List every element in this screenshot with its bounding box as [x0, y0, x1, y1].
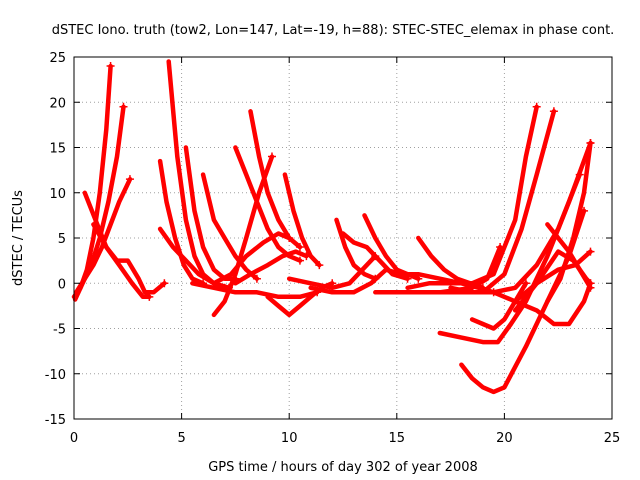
trace-end-marker: [252, 274, 261, 283]
trace-16: [190, 281, 320, 300]
y-tick-label: -5: [53, 323, 66, 338]
x-tick-label: 20: [496, 431, 513, 446]
trace-end-marker: [532, 102, 541, 111]
y-tick-label: 25: [49, 51, 66, 66]
plot-traces: [71, 59, 595, 395]
trace-end-marker: [125, 175, 134, 184]
y-tick-label: 15: [49, 142, 66, 157]
trace-20: [334, 217, 378, 281]
trace-end-marker: [267, 152, 276, 161]
trace-15: [211, 231, 292, 286]
trace-13: [282, 172, 322, 268]
trace-17: [233, 249, 309, 286]
y-tick-label: 20: [49, 96, 66, 111]
trace-23: [308, 267, 404, 295]
trace-end-marker: [315, 261, 324, 270]
trace-27: [405, 104, 539, 291]
y-tick-label: 5: [58, 232, 66, 247]
trace-end-marker: [285, 234, 294, 242]
x-tick-label: 25: [604, 431, 621, 446]
trace-10: [200, 172, 260, 281]
trace-4: [82, 190, 167, 295]
x-tick-label: 10: [281, 431, 298, 446]
y-axis-label: dSTEC / TECUs: [11, 190, 26, 286]
trace-19: [286, 253, 378, 291]
x-tick-label: 5: [177, 431, 185, 446]
y-tick-label: -10: [45, 368, 66, 383]
trace-25: [394, 271, 496, 295]
trace-36: [512, 249, 593, 304]
trace-3: [73, 176, 133, 295]
trace-31: [437, 140, 593, 345]
y-tick-label: 0: [58, 277, 66, 292]
trace-end-marker: [521, 279, 530, 288]
trace-12: [248, 109, 303, 250]
trace-end-marker: [145, 292, 154, 301]
trace-end-marker: [106, 62, 115, 71]
trace-14: [211, 154, 275, 318]
trace-end-marker: [160, 279, 169, 288]
trace-end-marker: [295, 256, 304, 265]
trace-end-marker: [302, 252, 311, 261]
x-tick-label: 15: [389, 431, 406, 446]
y-tick-label: -15: [45, 413, 66, 428]
trace-end-marker: [119, 102, 128, 111]
trace-end-marker: [586, 283, 595, 292]
trace-37: [545, 140, 593, 304]
trace-end-marker: [586, 138, 595, 147]
trace-5: [91, 222, 152, 300]
x-axis-label: GPS time / hours of day 302 of year 2008: [208, 460, 478, 475]
trace-end-marker: [295, 243, 304, 252]
y-tick-label: 10: [49, 187, 66, 202]
trace-end-marker: [586, 247, 595, 256]
x-tick-label: 0: [70, 431, 78, 446]
chart-title: dSTEC Iono. truth (tow2, Lon=147, Lat=-1…: [52, 23, 615, 38]
axis-ticks: 0 5 10 15 20 25 -15 -10 -5 0 5 10 15 20 25: [45, 51, 621, 446]
trace-end-marker: [549, 107, 558, 116]
